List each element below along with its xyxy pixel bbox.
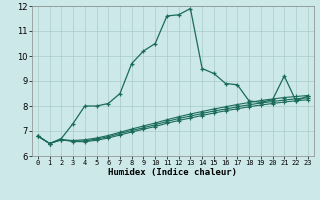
X-axis label: Humidex (Indice chaleur): Humidex (Indice chaleur) (108, 168, 237, 177)
